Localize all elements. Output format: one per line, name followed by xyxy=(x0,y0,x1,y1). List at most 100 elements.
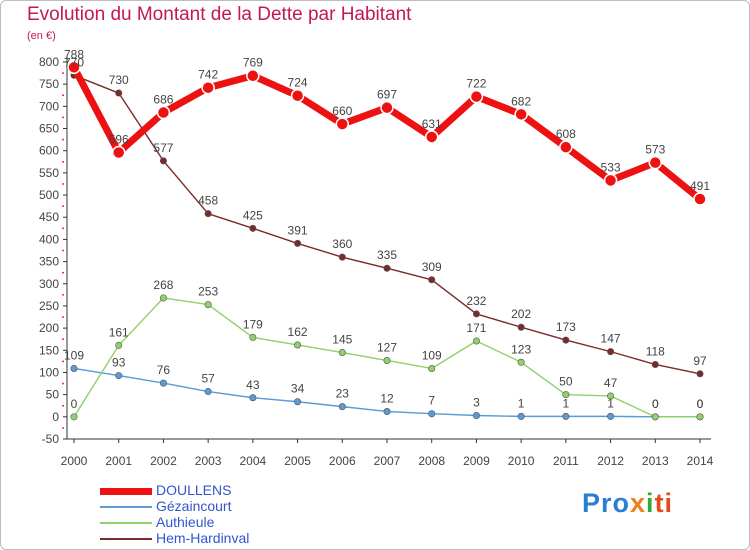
data-point xyxy=(294,341,302,349)
data-label: 697 xyxy=(377,88,397,102)
data-point xyxy=(67,60,81,75)
data-label: 202 xyxy=(511,307,531,321)
data-label: 608 xyxy=(556,127,576,141)
data-point xyxy=(380,100,394,115)
data-point xyxy=(562,391,570,399)
legend-label: Authieule xyxy=(156,514,215,530)
data-point xyxy=(159,294,167,302)
series-line xyxy=(73,74,701,375)
data-point xyxy=(294,398,302,406)
legend-label: Gézaincourt xyxy=(156,498,232,514)
y-tick-label: 250 xyxy=(39,299,59,313)
data-label: 118 xyxy=(646,344,665,358)
data-point xyxy=(472,337,480,345)
data-label: 724 xyxy=(288,76,308,90)
data-point xyxy=(651,360,659,368)
data-label: 268 xyxy=(153,278,173,292)
y-tick-label: 450 xyxy=(39,210,59,224)
data-point xyxy=(607,348,615,356)
x-tick-label: 2007 xyxy=(374,454,401,468)
data-point xyxy=(428,276,436,284)
y-tick-label: 200 xyxy=(39,321,59,335)
data-point xyxy=(246,68,260,83)
data-point xyxy=(159,379,167,387)
data-point xyxy=(383,264,391,272)
y-tick-label: 0 xyxy=(52,410,59,424)
x-tick-label: 2003 xyxy=(195,454,222,468)
data-point xyxy=(204,301,212,309)
data-point xyxy=(338,403,346,411)
data-label: 43 xyxy=(246,378,260,392)
data-point xyxy=(607,392,615,400)
data-label: 3 xyxy=(473,395,480,409)
y-tick-label: 350 xyxy=(39,255,59,269)
data-label: 23 xyxy=(336,387,350,401)
logo-part: Pro xyxy=(582,488,631,518)
data-point xyxy=(335,117,350,131)
data-label: 577 xyxy=(153,141,173,155)
legend-label: DOULLENS xyxy=(156,482,232,498)
data-label: 127 xyxy=(377,340,397,354)
data-label: 34 xyxy=(291,382,305,396)
data-label: 533 xyxy=(601,160,621,174)
data-point xyxy=(159,157,167,165)
x-tick-label: 2006 xyxy=(329,454,356,468)
data-point xyxy=(338,253,346,261)
data-label: 1 xyxy=(563,396,570,410)
data-label: 682 xyxy=(511,94,531,108)
x-tick-label: 2009 xyxy=(463,454,490,468)
data-point xyxy=(607,412,615,420)
data-label: 686 xyxy=(153,93,173,107)
data-label: 425 xyxy=(243,208,263,222)
x-tick-label: 2000 xyxy=(61,454,88,468)
y-tick-label: 750 xyxy=(39,77,59,91)
data-label: 1 xyxy=(607,396,614,410)
x-tick-label: 2004 xyxy=(240,454,267,468)
y-tick-label: 150 xyxy=(39,343,59,357)
data-label: 7 xyxy=(428,394,435,408)
data-point xyxy=(115,372,123,380)
y-tick-label: 50 xyxy=(46,388,60,402)
data-point xyxy=(249,333,257,341)
data-label: 109 xyxy=(422,348,442,362)
data-label: 0 xyxy=(652,397,659,411)
x-tick-label: 2008 xyxy=(418,454,445,468)
data-label: 631 xyxy=(422,117,442,131)
data-label: 12 xyxy=(380,392,394,406)
data-point xyxy=(204,210,212,218)
data-label: 769 xyxy=(243,56,263,70)
data-label: 109 xyxy=(64,348,84,362)
data-point xyxy=(249,394,257,402)
data-label: 93 xyxy=(112,356,126,370)
data-point xyxy=(696,413,704,421)
x-tick-label: 2005 xyxy=(284,454,311,468)
data-point xyxy=(693,192,707,206)
data-point xyxy=(517,412,525,420)
data-point xyxy=(204,388,212,396)
data-label: 742 xyxy=(198,68,218,82)
data-point xyxy=(115,89,123,97)
data-point xyxy=(651,413,659,421)
data-label: 179 xyxy=(243,317,263,331)
data-label: 147 xyxy=(601,332,621,346)
data-label: 458 xyxy=(198,194,218,208)
data-label: 76 xyxy=(157,363,171,377)
data-label: 123 xyxy=(511,342,531,356)
legend-swatch xyxy=(100,522,152,524)
data-point xyxy=(338,349,346,357)
data-label: 253 xyxy=(198,285,218,299)
data-label: 596 xyxy=(109,132,129,146)
data-label: 335 xyxy=(377,248,397,262)
data-point xyxy=(696,370,704,378)
logo-part: i xyxy=(646,488,655,518)
legend-swatch xyxy=(100,538,152,540)
data-point xyxy=(517,358,525,366)
data-label: 171 xyxy=(466,321,486,335)
data-point xyxy=(472,310,480,318)
data-label: 173 xyxy=(556,320,576,334)
data-point xyxy=(648,155,663,170)
data-point xyxy=(111,145,126,160)
data-point xyxy=(603,173,618,188)
y-tick-label: 400 xyxy=(39,232,59,246)
